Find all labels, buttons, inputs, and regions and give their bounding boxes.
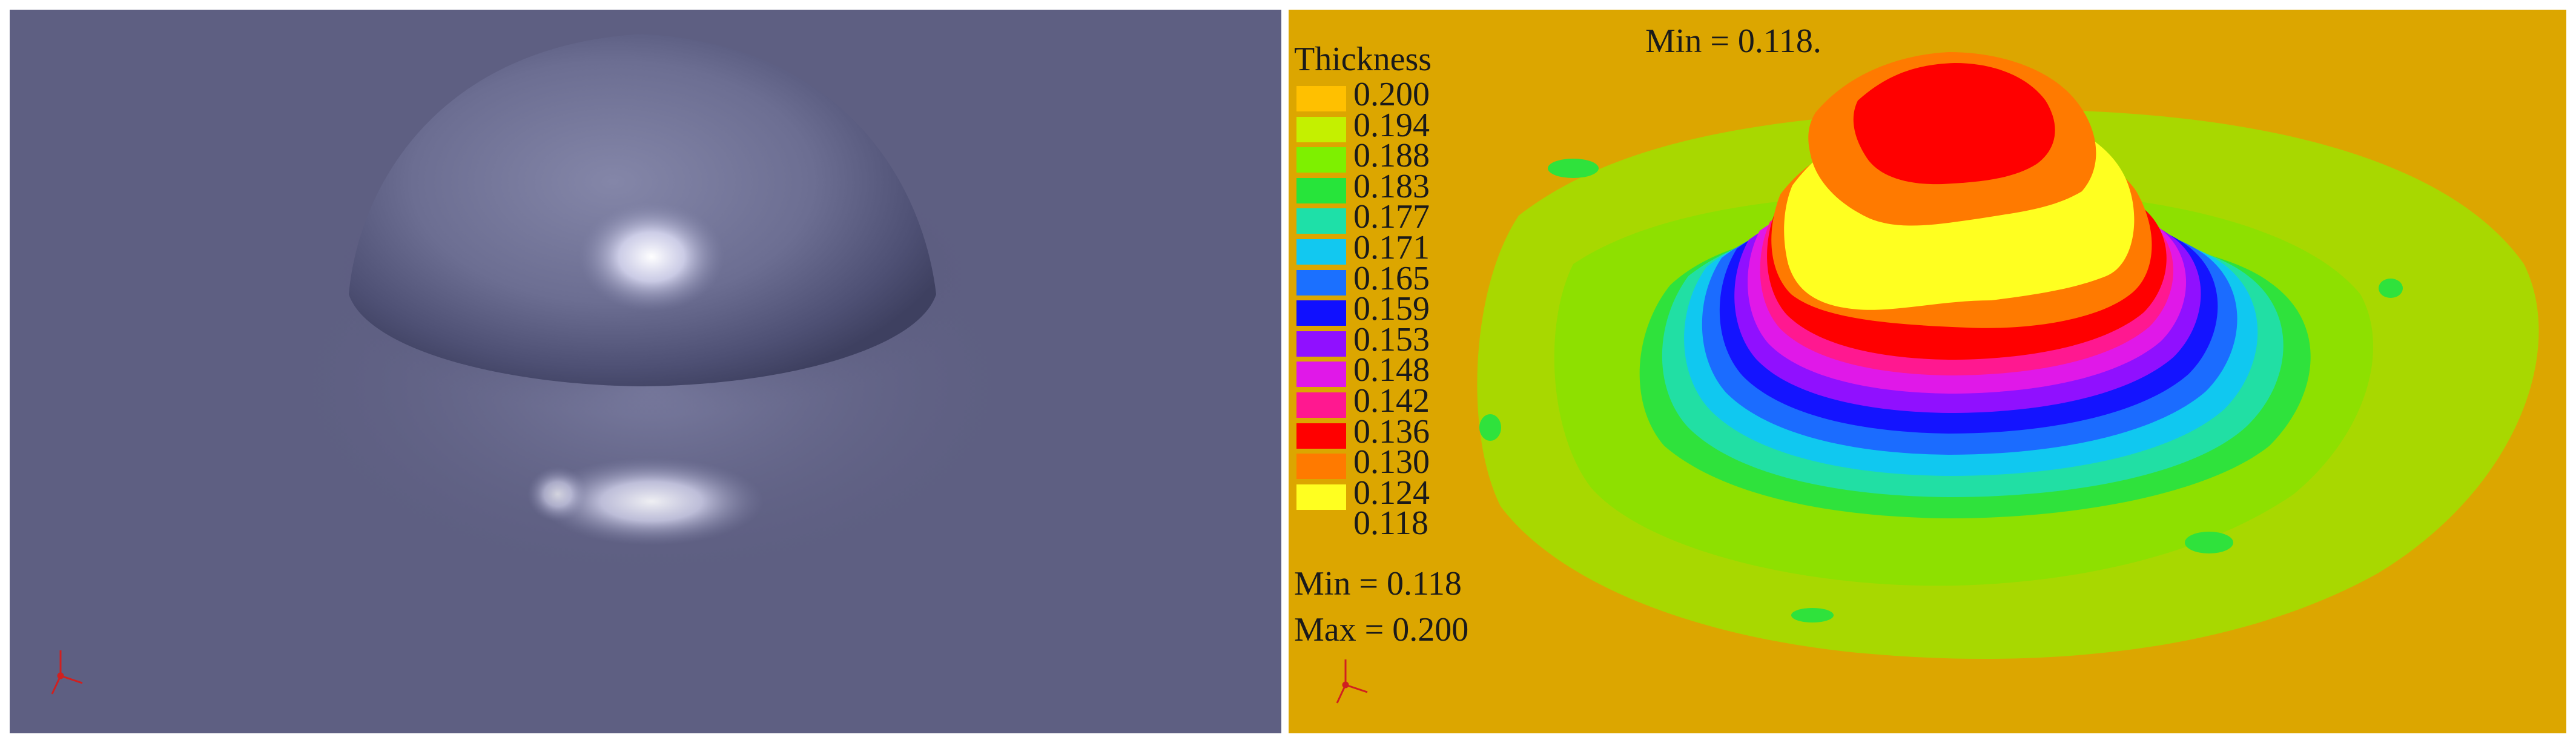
legend-swatch	[1296, 300, 1346, 326]
legend-tick-label: 0.194	[1353, 106, 1430, 144]
contour-scene	[1289, 10, 2566, 733]
legend-tick-label: 0.136	[1353, 412, 1430, 451]
contour-island	[2185, 532, 2233, 553]
axis-triad-icon	[1336, 659, 1368, 704]
dome-highlight	[579, 202, 724, 311]
legend-swatch	[1296, 484, 1346, 510]
legend-swatch	[1296, 392, 1346, 418]
legend-tick-label: 0.200	[1353, 76, 1430, 113]
thickness-legend: Thickness 0.200 0.194 0.188 0.183 0.177 0.171…	[1294, 41, 1432, 540]
legend-title: Thickness	[1294, 41, 1432, 78]
legend-tick-label: 0.165	[1353, 259, 1430, 297]
min-stat-value: 0.118	[1386, 565, 1462, 603]
legend-tick-label: 0.148	[1353, 351, 1430, 389]
min-location-marker: Min = 0.118.	[1645, 22, 1821, 60]
legend-swatch	[1296, 269, 1346, 296]
legend-tick-label: 0.142	[1353, 382, 1430, 420]
legend-swatch	[1296, 208, 1346, 234]
legend-swatch	[1296, 454, 1346, 480]
max-stat-value: 0.200	[1392, 611, 1469, 649]
legend-tick-label: 0.124	[1353, 474, 1430, 512]
legend-tick-label: 0.183	[1353, 167, 1430, 205]
shaded-dome-view	[10, 10, 1281, 733]
legend-tick-label: 0.159	[1353, 290, 1430, 328]
flange-highlight-secondary	[527, 467, 588, 521]
legend-swatch	[1296, 116, 1346, 142]
contour-island	[1479, 414, 1501, 441]
legend-swatch	[1296, 362, 1346, 388]
contour-island	[1548, 159, 1599, 178]
legend-swatch	[1296, 177, 1346, 203]
shaded-dome-scene	[10, 10, 1281, 733]
legend-swatch	[1296, 239, 1346, 265]
legend-swatch	[1296, 423, 1346, 449]
legend-tick-label: 0.118	[1353, 504, 1428, 543]
legend-swatch	[1296, 147, 1346, 173]
flange-highlight	[540, 458, 764, 545]
min-stat-label: Min =	[1294, 565, 1378, 603]
legend-swatch	[1296, 86, 1346, 111]
legend-tick-label: 0.188	[1353, 137, 1430, 175]
legend-tick-label: 0.177	[1353, 198, 1430, 236]
legend-tick-label: 0.171	[1353, 229, 1430, 266]
contour-island	[1791, 608, 1834, 622]
axis-triad-icon	[51, 650, 83, 695]
max-stat-label: Max =	[1294, 611, 1384, 649]
legend-swatch	[1296, 331, 1346, 357]
contour-band-0118-peak	[1853, 63, 2055, 185]
contour-island	[2379, 279, 2403, 298]
legend-tick-label: 0.153	[1353, 320, 1430, 358]
legend-tick-label: 0.130	[1353, 443, 1430, 481]
thickness-contour-view: Min = 0.118. Thickness 0.200 0.194 0.188 0.…	[1289, 10, 2566, 733]
min-stat: Min = 0.118	[1294, 566, 1462, 602]
max-stat: Max = 0.200	[1294, 612, 1468, 648]
